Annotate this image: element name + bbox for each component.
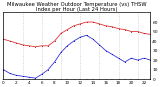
Title: Milwaukee Weather Outdoor Temperature (vs) THSW Index per Hour (Last 24 Hours): Milwaukee Weather Outdoor Temperature (v… <box>7 2 147 12</box>
